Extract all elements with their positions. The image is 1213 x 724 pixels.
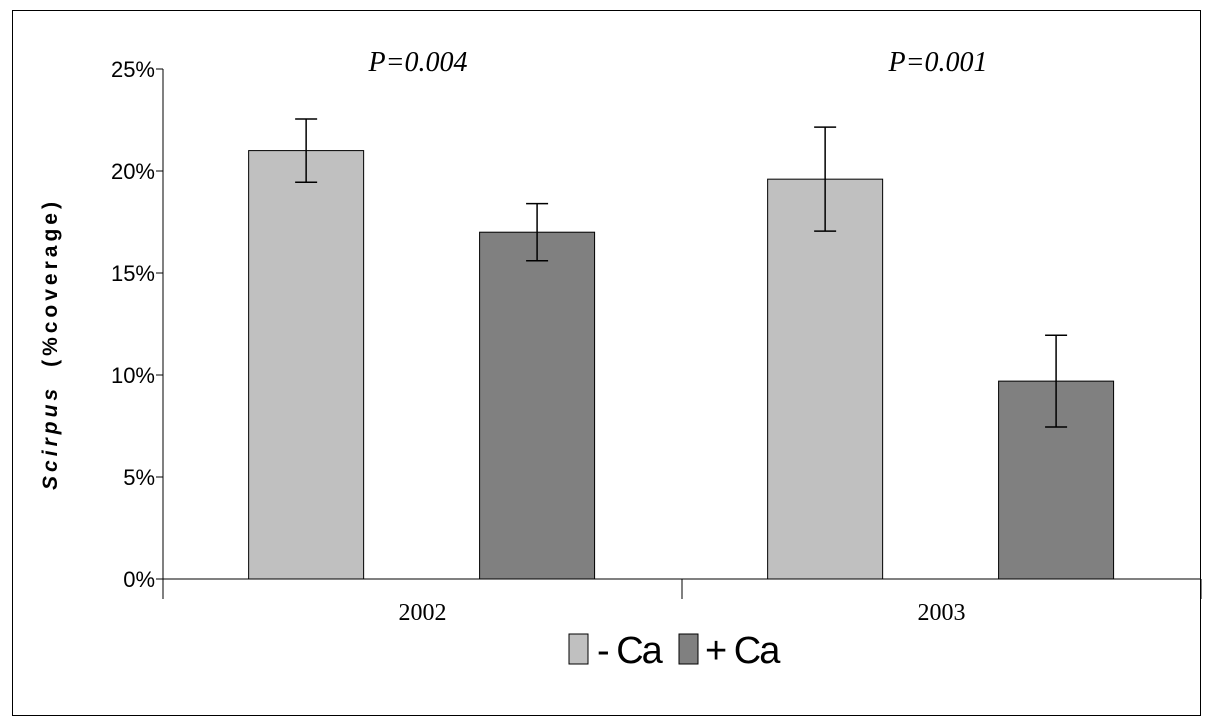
bar	[767, 178, 884, 580]
p-value-annotation: P=0.001	[888, 47, 988, 78]
y-axis-label: Scirpus (%coverage)	[39, 198, 62, 490]
legend-swatch	[678, 633, 699, 665]
x-tick-label: 2003	[918, 600, 966, 626]
labels: 0% 5% 10% 15% 20% 25% 2002 2003 P=0.004 P=0.001 Sc…	[39, 47, 988, 626]
legend: - Ca + Ca	[568, 630, 783, 672]
legend-swatch	[568, 633, 589, 665]
y-tick-label: 5%	[123, 465, 155, 490]
legend-label: - Ca	[597, 630, 664, 672]
error-bars	[295, 118, 1068, 428]
bar	[248, 150, 365, 580]
y-tick-label: 25%	[111, 57, 155, 82]
legend-label: + Ca	[705, 630, 781, 672]
y-tick-label: 10%	[111, 363, 155, 388]
y-axis-label-rest: (%coverage)	[39, 198, 62, 367]
bar	[479, 231, 596, 580]
y-axis-label-italic: Scirpus	[39, 385, 62, 490]
y-tick-label: 15%	[111, 261, 155, 286]
chart-frame: 0% 5% 10% 15% 20% 25% 2002 2003 P=0.004 P=0.001 Sc…	[12, 10, 1202, 716]
p-value-annotation: P=0.004	[368, 47, 468, 78]
y-tick-label: 0%	[123, 567, 155, 592]
bars	[248, 150, 1115, 580]
x-tick-label: 2002	[399, 600, 447, 626]
y-tick-label: 20%	[111, 159, 155, 184]
bar-chart: 0% 5% 10% 15% 20% 25% 2002 2003 P=0.004 P=0.001 Sc…	[39, 47, 1202, 672]
